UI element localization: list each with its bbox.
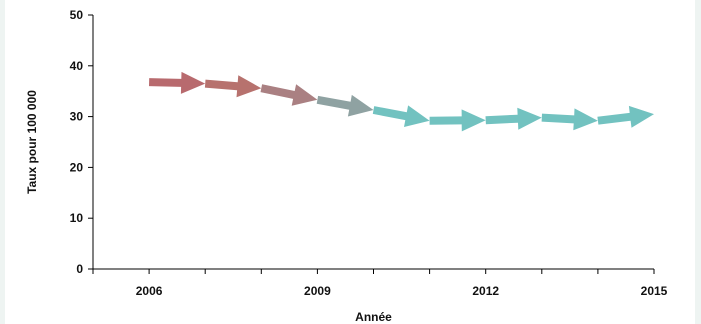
x-tick-label: 2015 bbox=[641, 284, 668, 298]
series-arrow-segment bbox=[541, 108, 598, 131]
y-tick-label: 10 bbox=[70, 211, 84, 225]
series-arrow-segment bbox=[260, 84, 318, 106]
y-tick-label: 20 bbox=[70, 160, 84, 174]
x-tick-label: 2012 bbox=[472, 284, 499, 298]
y-tick-label: 30 bbox=[70, 110, 84, 124]
series-arrow-segment bbox=[316, 94, 374, 117]
x-tick-label: 2009 bbox=[304, 284, 331, 298]
series-arrow-segment bbox=[429, 109, 486, 132]
series-arrow-segment bbox=[204, 75, 262, 98]
series-arrow-segment bbox=[149, 71, 206, 94]
y-tick-label: 50 bbox=[70, 8, 84, 22]
x-tick-label: 2006 bbox=[136, 284, 163, 298]
y-tick-label: 0 bbox=[76, 262, 83, 276]
line-chart: 0 10 20 30 40 50 2006 2009 2012 2015 Année Taux pou… bbox=[25, 8, 668, 324]
series-arrow-segment bbox=[372, 105, 430, 127]
x-axis-title: Année bbox=[355, 310, 392, 324]
series-arrow-segment bbox=[597, 105, 654, 128]
y-tick-label: 40 bbox=[70, 59, 84, 73]
chart-panel: 0 10 20 30 40 50 2006 2009 2012 2015 Année Taux pou… bbox=[5, 0, 695, 324]
y-axis-title: Taux pour 100 000 bbox=[25, 90, 39, 194]
series-arrow-segment bbox=[485, 107, 542, 130]
